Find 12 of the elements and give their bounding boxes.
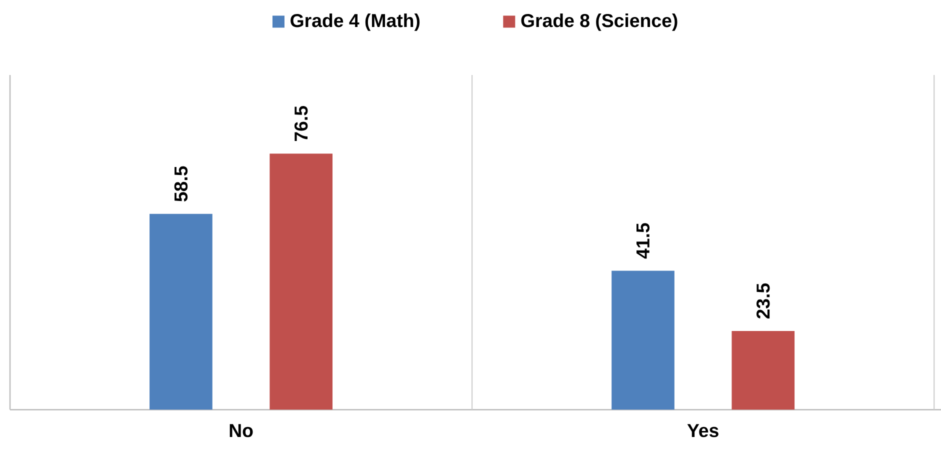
- data-label: 58.5: [174, 166, 188, 202]
- bar: [612, 270, 674, 410]
- bar: [732, 331, 795, 410]
- bar: [270, 154, 333, 410]
- data-label: 41.5: [636, 223, 650, 259]
- x-tick-label: Yes: [687, 424, 718, 438]
- data-label: 76.5: [294, 106, 308, 142]
- legend-label: Grade 8 (Science): [521, 13, 678, 31]
- x-tick-label: No: [230, 424, 253, 438]
- bar: [150, 214, 212, 410]
- legend-label: Grade 4 (Math): [290, 13, 420, 31]
- data-label: 23.5: [756, 283, 770, 319]
